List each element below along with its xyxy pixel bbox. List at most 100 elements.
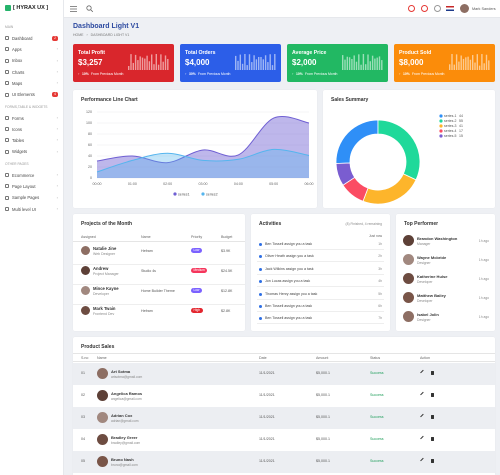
sidebar-item[interactable]: Inbox › xyxy=(0,56,64,66)
sparkline-bar xyxy=(128,66,130,70)
activities-status: (8) Finished, 4 remaining xyxy=(345,222,382,226)
sidebar-chevron: › xyxy=(56,57,58,63)
sparkline-bar xyxy=(465,57,467,70)
sidebar-icon xyxy=(5,149,9,154)
sidebar-icon xyxy=(5,127,9,132)
legend-marker xyxy=(201,192,205,196)
member-name: Mark Twain xyxy=(93,306,116,311)
sidebar-section-title: MAIN xyxy=(5,25,14,29)
sparkline-bar xyxy=(348,57,351,70)
delete-button[interactable] xyxy=(431,458,434,463)
sparkline-bar xyxy=(358,54,360,70)
sidebar: [ HYRAX UX ] MAIN Dashboard 2 Apps › Inbox › Ch… xyxy=(0,0,64,475)
sidebar-item[interactable]: Apps › xyxy=(0,44,64,54)
delete-button[interactable] xyxy=(431,436,434,441)
sidebar-item[interactable]: Dashboard 2 xyxy=(0,33,64,43)
sidebar-label: Apps xyxy=(12,47,22,53)
card-title: Product Sales xyxy=(81,344,115,350)
area-fill xyxy=(97,149,309,178)
sparkline-bar xyxy=(362,54,365,70)
search-icon[interactable] xyxy=(86,5,94,13)
sparkline-bar xyxy=(139,56,141,70)
sparkline-bar xyxy=(271,65,274,70)
message-icon[interactable] xyxy=(421,5,428,12)
sidebar-item[interactable]: Widgets › xyxy=(0,147,64,157)
topbar: Mark Sanders xyxy=(64,0,500,18)
divider xyxy=(73,284,245,285)
sidebar-item[interactable]: Forms › xyxy=(0,113,64,123)
sidebar-item[interactable]: Icons › xyxy=(0,124,64,134)
stat-label: Total Orders xyxy=(185,50,216,56)
sidebar-item[interactable]: Sample Pages › xyxy=(0,193,64,203)
settings-icon[interactable] xyxy=(434,5,441,12)
sparkline-bar xyxy=(255,59,258,70)
sidebar-label: Ecommerce xyxy=(12,172,35,178)
stat-change: 10% xyxy=(296,72,303,76)
performer-time: 1h ago xyxy=(478,315,489,319)
sidebar-chevron: › xyxy=(56,148,58,154)
delete-button[interactable] xyxy=(431,370,434,375)
activity-time: 7h xyxy=(378,316,382,321)
legend-marker xyxy=(439,129,443,133)
sidebar-label: Widgets xyxy=(12,149,28,155)
sidebar-item[interactable]: Tables › xyxy=(0,135,64,145)
activity-dot xyxy=(259,243,262,246)
sparkline-bar xyxy=(353,55,355,70)
delete-button[interactable] xyxy=(431,414,434,419)
stat-value: $2,000 xyxy=(292,58,317,67)
brand[interactable]: [ HYRAX UX ] xyxy=(13,5,49,11)
avatar xyxy=(97,412,108,423)
sparkline-bar xyxy=(267,62,269,70)
sparkline-bar xyxy=(237,60,239,70)
language-flag[interactable] xyxy=(446,6,454,11)
user-name[interactable]: Mark Sanders xyxy=(472,6,496,11)
column-header: Action xyxy=(420,355,430,360)
sparkline-bar xyxy=(344,59,346,70)
x-tick-label: 05:00 xyxy=(269,182,278,186)
stat-note: From Previous Month xyxy=(91,72,124,76)
column-header: Budget xyxy=(221,235,233,239)
card-title: Sales Summary xyxy=(331,97,369,103)
activity-time: 6h xyxy=(378,304,382,308)
sparkline-bar xyxy=(260,56,262,70)
sidebar-chevron: › xyxy=(56,183,58,189)
project-name: Hefram xyxy=(141,309,153,313)
activity-dot xyxy=(259,255,262,259)
sparkline-bar xyxy=(239,54,241,70)
delete-button[interactable] xyxy=(431,392,434,397)
sparkline-bar xyxy=(167,58,169,70)
avatar xyxy=(81,306,90,315)
sparkline-bar xyxy=(453,64,455,70)
stat-arrow: ↑ xyxy=(78,71,80,76)
sidebar-icon xyxy=(5,92,9,97)
sparkline-bar xyxy=(455,54,458,70)
legend-value: 41 xyxy=(459,124,463,128)
sidebar-label: Multi level UI xyxy=(12,206,36,212)
user-avatar[interactable] xyxy=(460,4,469,13)
sparkline-bar xyxy=(467,56,469,70)
customer-email: artsotma@gmail.com xyxy=(111,374,143,379)
logo-icon xyxy=(5,5,11,11)
sparkline-bar xyxy=(130,54,132,70)
donut-slice xyxy=(335,119,379,164)
row-number: 02 xyxy=(81,393,85,397)
sidebar-item[interactable]: Page Layout › xyxy=(0,181,64,191)
sidebar-chevron: › xyxy=(56,46,58,52)
legend-label: series-2 xyxy=(444,119,457,123)
table-row xyxy=(73,385,495,407)
top-performer-card: Top Performer Brandon Washington Manager 1… xyxy=(396,214,495,331)
sparkline-bar xyxy=(449,64,451,70)
sidebar-item[interactable]: UI Elements 4 xyxy=(0,90,64,100)
sidebar-item[interactable]: Ecommerce › xyxy=(0,170,64,180)
sidebar-item[interactable]: Maps › xyxy=(0,78,64,88)
notification-icon[interactable] xyxy=(408,5,415,12)
divider xyxy=(73,241,245,242)
stat-card: Average Price $2,000 10% ↑ From Previous Mon… xyxy=(287,44,388,82)
breadcrumb-item[interactable]: HOME xyxy=(73,33,84,37)
activity-time: 2h xyxy=(378,254,382,259)
menu-toggle[interactable] xyxy=(70,5,78,13)
sidebar-item[interactable]: Multi level UI › xyxy=(0,204,64,214)
legend-label: series-1 xyxy=(444,114,457,118)
activity-text: Jon Lucas assign you a task xyxy=(265,279,311,284)
sidebar-item[interactable]: Charts › xyxy=(0,67,64,77)
